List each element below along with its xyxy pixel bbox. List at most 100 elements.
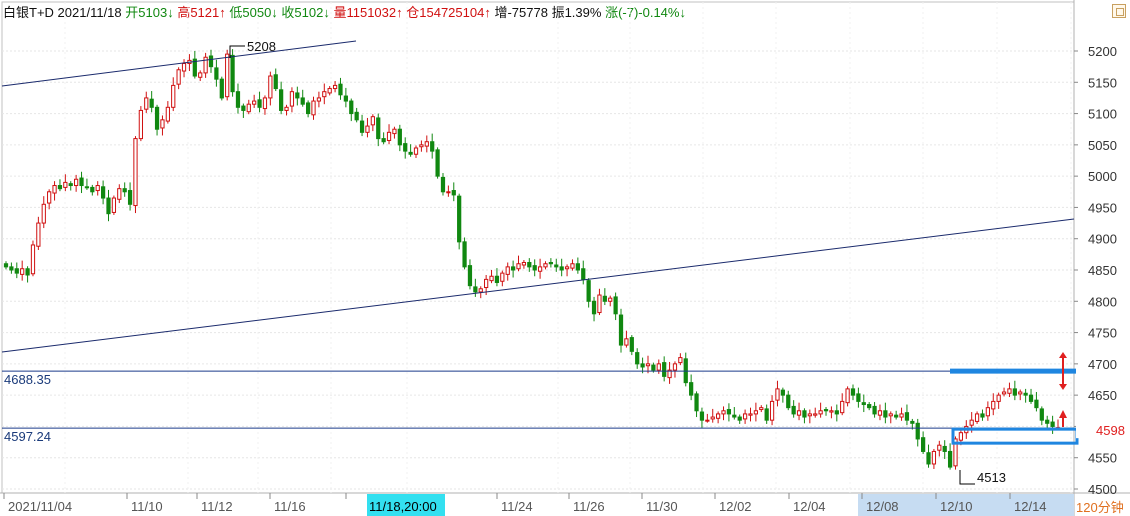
candle-down [602, 295, 607, 302]
candle-up [570, 263, 575, 269]
price-tick-label: 5000 [1088, 169, 1117, 184]
date-tick-label: 11/24 [501, 499, 533, 514]
candle-up [500, 272, 505, 282]
candle-down [127, 190, 133, 205]
candle-up [181, 63, 187, 72]
candle-up [845, 388, 850, 404]
price-tick-label: 4900 [1088, 232, 1117, 247]
price-tick-label: 4950 [1088, 200, 1117, 215]
amplitude: 振1.39% [551, 5, 602, 20]
price-tick-label: 4550 [1088, 451, 1117, 466]
candle-up [937, 444, 942, 451]
candle-up [252, 100, 257, 105]
candle-down [295, 92, 300, 99]
date-cursor-highlight [367, 494, 445, 516]
candle-up [667, 369, 672, 379]
price-change: 涨(-7)-0.14%↓ [605, 5, 686, 20]
up-arrow-icon [1059, 410, 1067, 418]
price-tick-label: 4700 [1088, 357, 1117, 372]
candle-down [926, 452, 931, 465]
candle-down [451, 190, 456, 196]
candle-up [829, 410, 834, 413]
candle-down [780, 389, 785, 396]
period-label: 120分钟 [1076, 500, 1124, 515]
candle-down [532, 265, 537, 271]
plot-frame [1, 1, 1075, 494]
candle-down [57, 185, 63, 190]
candle-up [41, 203, 46, 224]
current-price-label: 4598 [1096, 423, 1125, 438]
candle-up [516, 263, 521, 270]
candle-down [279, 89, 284, 111]
price-tick-label: 5100 [1088, 107, 1117, 122]
price-tick-label: 4750 [1088, 326, 1117, 341]
candle-up [974, 413, 980, 422]
trendline-upper[interactable] [1, 40, 357, 87]
candle-up [392, 128, 397, 135]
level-label-upper: 4688.35 [4, 372, 51, 387]
price-tick-label: 4850 [1088, 263, 1117, 278]
candle-down [440, 176, 446, 193]
candle-up [489, 275, 494, 282]
candle-down [430, 141, 435, 152]
candle-down [1034, 399, 1039, 409]
candle-up [624, 338, 629, 346]
candle-up [564, 266, 570, 270]
candle-down [581, 268, 586, 280]
candle-down [883, 410, 888, 418]
candle-down [79, 177, 84, 187]
candle-up [484, 278, 489, 289]
candle-down [154, 106, 160, 130]
candle-down [786, 394, 791, 409]
candle-down [68, 183, 73, 187]
candle-down [823, 409, 829, 412]
trough-label: 4513 [977, 470, 1006, 485]
quote-date: 2021/11/18 [57, 5, 122, 20]
candle-up [95, 185, 100, 192]
candle-down [354, 111, 359, 121]
candle-down [942, 445, 947, 452]
date-tick-label: 11/12 [201, 499, 233, 514]
window-corner-icon[interactable] [1112, 4, 1126, 18]
candle-down [699, 411, 705, 421]
candle-down [635, 352, 640, 365]
candle-up [322, 91, 327, 98]
candle-down [894, 414, 899, 418]
candle-down [559, 266, 564, 271]
candle-down [219, 78, 224, 99]
candle-down [737, 416, 742, 421]
oi-change: 增-75778 [494, 5, 548, 20]
candle-down [640, 363, 645, 368]
candle-down [662, 362, 667, 377]
candle-down [122, 188, 127, 193]
candle-up [138, 109, 143, 140]
candle-down [214, 67, 219, 80]
candle-up [47, 191, 52, 204]
candle-down [257, 99, 262, 108]
candle-up [74, 178, 79, 187]
candle-up [311, 100, 316, 116]
candle-down [527, 261, 532, 268]
trendline-lower[interactable] [1, 218, 1075, 353]
candle-up [419, 144, 424, 148]
peak-leader [229, 45, 245, 58]
candle-up [478, 288, 483, 293]
candle-down [764, 408, 769, 421]
candle-up [316, 97, 322, 102]
trough-leader [959, 470, 975, 485]
price-tick-label: 4650 [1088, 388, 1117, 403]
candle-down [462, 241, 467, 268]
candle-up [20, 268, 25, 275]
instrument-name: 白银T+D [3, 5, 54, 20]
candle-up [133, 138, 138, 207]
candle-up [818, 410, 823, 415]
candle-up [117, 188, 122, 200]
candle-down [192, 58, 197, 77]
double-arrow-icon-head-up [1059, 352, 1067, 358]
candle-down [100, 186, 106, 199]
candle-down [403, 143, 408, 152]
candle-up [807, 413, 812, 417]
price-tick-label: 5200 [1088, 44, 1117, 59]
